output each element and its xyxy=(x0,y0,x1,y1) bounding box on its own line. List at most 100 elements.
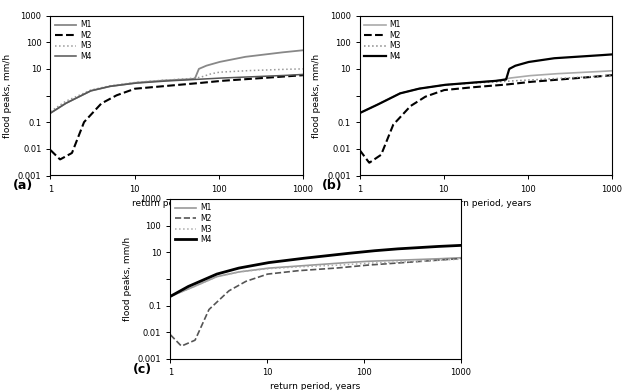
M1 xyxy=(427,85,435,89)
M4 xyxy=(522,60,529,65)
M4 xyxy=(109,84,116,89)
M1 xyxy=(608,68,616,73)
M4 xyxy=(357,250,365,254)
M3 xyxy=(213,71,220,75)
M2 xyxy=(118,91,126,96)
M4 xyxy=(243,75,251,80)
M4 xyxy=(299,72,307,77)
M3 xyxy=(274,67,282,72)
M4 xyxy=(552,56,560,60)
M2 xyxy=(167,332,174,337)
M4 xyxy=(356,111,363,115)
Line: M2: M2 xyxy=(170,259,461,346)
M2 xyxy=(457,256,464,261)
M2 xyxy=(109,95,116,100)
M3 xyxy=(47,109,54,114)
M2 xyxy=(427,92,435,97)
M4 xyxy=(435,83,443,88)
M1 xyxy=(522,74,529,78)
M4 xyxy=(428,245,436,249)
M3 xyxy=(428,258,436,263)
M4 xyxy=(418,86,425,90)
M2 xyxy=(356,148,363,152)
M2 xyxy=(428,258,436,263)
Line: M1: M1 xyxy=(170,258,461,296)
M4 xyxy=(258,261,266,266)
Text: (b): (b) xyxy=(322,179,343,192)
Line: M4: M4 xyxy=(50,74,303,113)
M3 xyxy=(427,85,435,89)
M1 xyxy=(109,84,116,89)
M3 xyxy=(238,269,245,274)
M3 xyxy=(552,76,560,81)
Line: M4: M4 xyxy=(170,245,461,296)
M4 xyxy=(457,243,464,248)
M2 xyxy=(418,97,425,101)
M1 xyxy=(274,50,282,55)
M1 xyxy=(392,258,400,263)
M1 xyxy=(552,71,560,76)
M1 xyxy=(258,266,266,271)
Y-axis label: flood peaks, mm/h: flood peaks, mm/h xyxy=(3,53,12,138)
M4 xyxy=(427,85,435,89)
M2 xyxy=(238,281,245,286)
M4 xyxy=(118,83,126,87)
M4 xyxy=(274,73,282,78)
M3 xyxy=(356,111,363,115)
M2 xyxy=(274,74,282,79)
X-axis label: return period, years: return period, years xyxy=(270,382,361,390)
M2 xyxy=(553,78,560,82)
M2 xyxy=(178,344,186,348)
M1 xyxy=(356,111,363,115)
M4 xyxy=(126,82,134,86)
M2 xyxy=(584,75,591,80)
M2 xyxy=(365,160,373,165)
M3 xyxy=(392,260,400,264)
M2 xyxy=(244,77,251,82)
M3 xyxy=(109,83,116,88)
Legend: M1, M2, M3, M4: M1, M2, M3, M4 xyxy=(173,201,214,246)
Text: (a): (a) xyxy=(13,179,33,192)
M4 xyxy=(167,294,174,299)
M3 xyxy=(418,86,425,90)
M4 xyxy=(238,265,245,270)
M1 xyxy=(213,60,220,65)
M1 xyxy=(126,81,134,86)
M1 xyxy=(249,268,256,273)
M3 xyxy=(457,257,464,261)
Y-axis label: flood peaks, mm/h: flood peaks, mm/h xyxy=(123,237,132,321)
M3 xyxy=(167,294,174,299)
M4 xyxy=(249,263,256,268)
Y-axis label: flood peaks, mm/h: flood peaks, mm/h xyxy=(312,53,321,138)
M2 xyxy=(522,80,529,85)
M3 xyxy=(584,74,591,79)
M1 xyxy=(435,83,443,88)
Line: M3: M3 xyxy=(50,69,303,112)
M2 xyxy=(249,277,256,282)
M1 xyxy=(428,257,436,261)
M3 xyxy=(249,268,256,273)
M3 xyxy=(243,68,251,73)
M4 xyxy=(608,52,616,57)
M2 xyxy=(608,73,616,78)
M4 xyxy=(47,111,54,115)
M2 xyxy=(127,88,134,92)
M3 xyxy=(126,81,134,85)
M1 xyxy=(238,269,245,274)
X-axis label: return period, years: return period, years xyxy=(131,199,222,208)
Line: M2: M2 xyxy=(360,75,612,163)
Line: M1: M1 xyxy=(360,71,612,113)
M3 xyxy=(522,78,529,83)
M2 xyxy=(393,261,401,266)
Line: M3: M3 xyxy=(170,259,461,296)
M1 xyxy=(243,54,251,59)
M4 xyxy=(584,54,591,58)
M3 xyxy=(435,83,443,88)
M3 xyxy=(357,261,365,266)
M4 xyxy=(392,246,400,251)
M1 xyxy=(457,255,464,260)
M1 xyxy=(47,111,54,115)
M3 xyxy=(118,82,126,87)
M1 xyxy=(118,82,126,87)
Text: (c): (c) xyxy=(133,363,151,376)
